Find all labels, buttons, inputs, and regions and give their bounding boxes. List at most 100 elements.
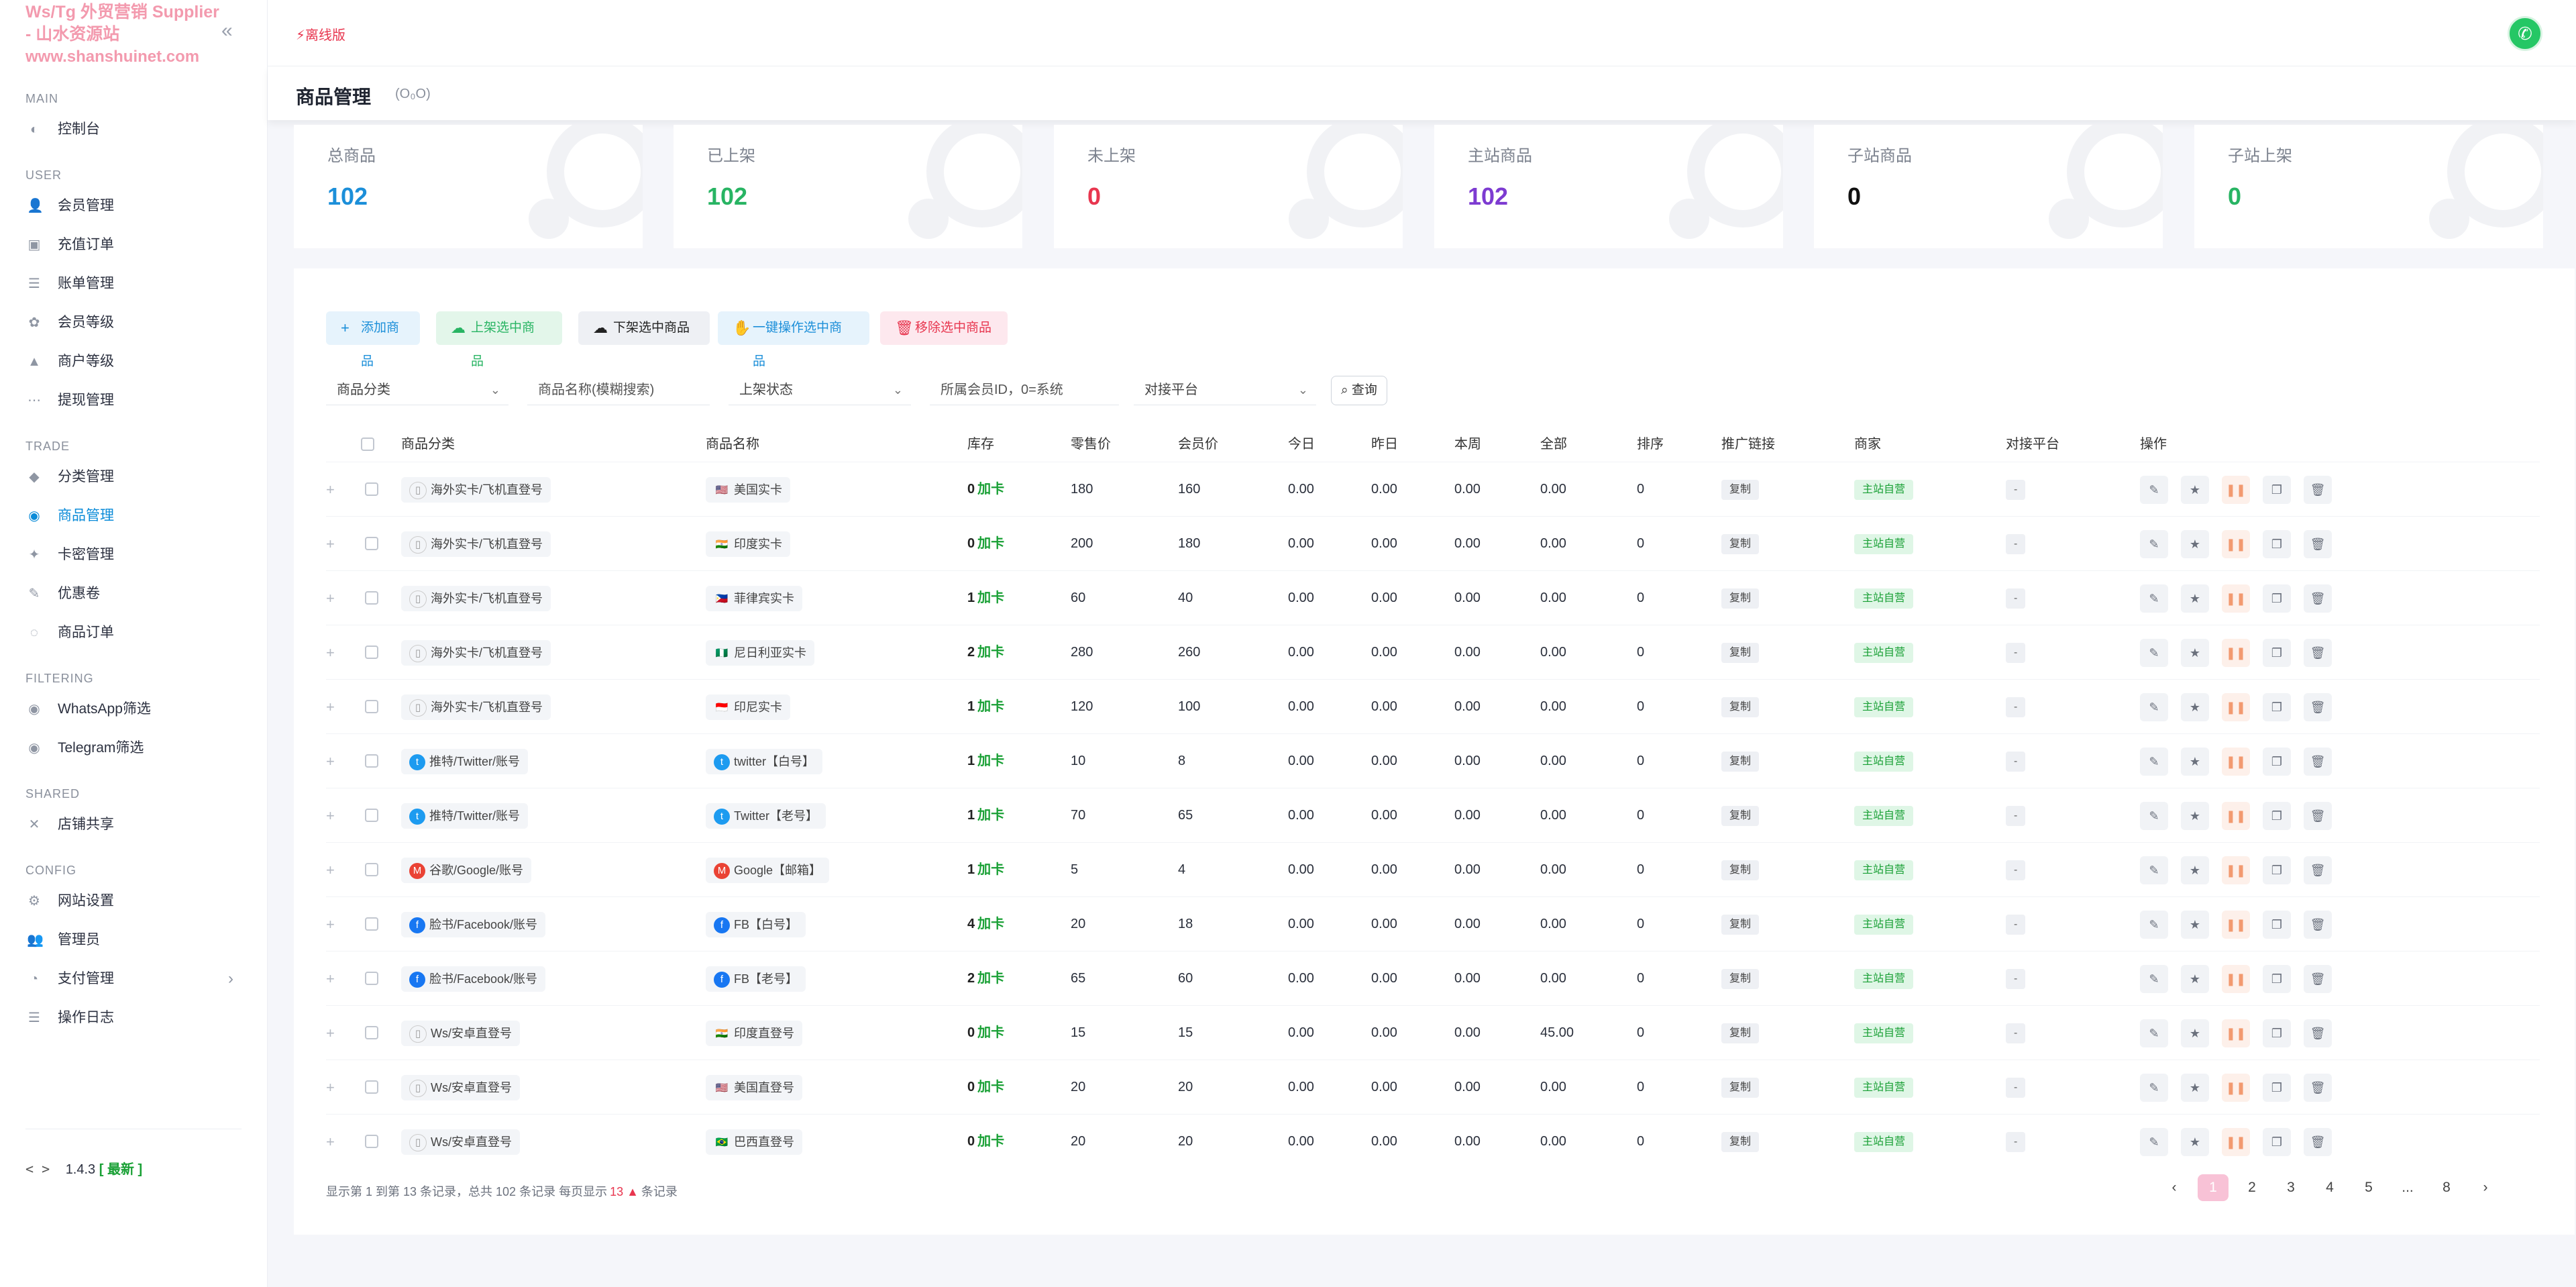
sidebar-item[interactable]: ◌ 商品订单 [0, 613, 267, 652]
sidebar-item[interactable]: ⋯ 提现管理 [0, 381, 267, 420]
add-card-link[interactable]: 加卡 [977, 754, 1005, 768]
add-card-link[interactable]: 加卡 [977, 1025, 1005, 1040]
edit-icon[interactable]: ✎ [2140, 1128, 2168, 1156]
trash-icon[interactable]: 🗑 [2304, 476, 2332, 504]
sidebar-item[interactable]: ◉ Telegram筛选 [0, 729, 267, 768]
edit-icon[interactable]: ✎ [2140, 584, 2168, 613]
add-card-link[interactable]: 加卡 [977, 971, 1005, 986]
copy-link-button[interactable]: 复制 [1721, 914, 1760, 935]
duplicate-icon[interactable]: ❐ [2263, 965, 2291, 993]
add-card-link[interactable]: 加卡 [977, 482, 1005, 497]
action-button[interactable]: ✋ 一键操作选中商品 [718, 311, 869, 368]
sidebar-item[interactable]: ◉ WhatsApp筛选 [0, 690, 267, 729]
sidebar-item[interactable]: ✕ 店铺共享 [0, 805, 267, 844]
sidebar-item[interactable]: 👥 管理员 [0, 921, 267, 960]
select-all-checkbox[interactable] [361, 437, 374, 451]
edit-icon[interactable]: ✎ [2140, 639, 2168, 667]
sidebar-item[interactable]: ☰ 操作日志 [0, 998, 267, 1037]
expand-row-icon[interactable]: + [326, 535, 335, 552]
star-icon[interactable]: ★ [2181, 1019, 2209, 1047]
row-checkbox[interactable] [365, 591, 378, 605]
sidebar-item[interactable]: ▲ 商户等级 [0, 342, 267, 381]
row-checkbox[interactable] [365, 754, 378, 768]
expand-row-icon[interactable]: + [326, 1025, 335, 1041]
pause-icon[interactable]: ❚❚ [2222, 584, 2250, 613]
per-page-select[interactable]: 13 ▲ [610, 1185, 639, 1198]
page-button[interactable]: 2 [2248, 1180, 2256, 1195]
edit-icon[interactable]: ✎ [2140, 911, 2168, 939]
star-icon[interactable]: ★ [2181, 584, 2209, 613]
next-page-button[interactable]: › [2483, 1180, 2488, 1195]
edit-icon[interactable]: ✎ [2140, 476, 2168, 504]
expand-row-icon[interactable]: + [326, 644, 335, 661]
copy-link-button[interactable]: 复制 [1721, 805, 1760, 826]
user-avatar[interactable]: ✆ [2508, 16, 2542, 51]
action-button[interactable]: ☁ 下架选中商品 [578, 311, 710, 345]
sidebar-item[interactable]: ⚙ 网站设置 [0, 882, 267, 921]
status-filter-select[interactable]: 上架状态 ⌄ [729, 374, 911, 405]
edit-icon[interactable]: ✎ [2140, 1074, 2168, 1102]
duplicate-icon[interactable]: ❐ [2263, 856, 2291, 884]
edit-icon[interactable]: ✎ [2140, 530, 2168, 558]
trash-icon[interactable]: 🗑 [2304, 693, 2332, 721]
row-checkbox[interactable] [365, 537, 378, 550]
pause-icon[interactable]: ❚❚ [2222, 748, 2250, 776]
star-icon[interactable]: ★ [2181, 965, 2209, 993]
row-checkbox[interactable] [365, 1026, 378, 1039]
row-checkbox[interactable] [365, 917, 378, 931]
star-icon[interactable]: ★ [2181, 748, 2209, 776]
pause-icon[interactable]: ❚❚ [2222, 639, 2250, 667]
star-icon[interactable]: ★ [2181, 911, 2209, 939]
page-button[interactable]: 1 [2198, 1174, 2229, 1201]
star-icon[interactable]: ★ [2181, 639, 2209, 667]
query-button[interactable]: ⌕ 查询 [1331, 376, 1387, 405]
row-checkbox[interactable] [365, 482, 378, 496]
duplicate-icon[interactable]: ❐ [2263, 802, 2291, 830]
row-checkbox[interactable] [365, 1135, 378, 1148]
pause-icon[interactable]: ❚❚ [2222, 530, 2250, 558]
row-checkbox[interactable] [365, 809, 378, 822]
page-button[interactable]: 3 [2287, 1180, 2295, 1195]
sidebar-item[interactable]: ▣ 充值订单 [0, 225, 267, 264]
sidebar-item[interactable]: ☰ 账单管理 [0, 264, 267, 303]
pause-icon[interactable]: ❚❚ [2222, 1019, 2250, 1047]
star-icon[interactable]: ★ [2181, 476, 2209, 504]
add-card-link[interactable]: 加卡 [977, 590, 1005, 605]
expand-row-icon[interactable]: + [326, 862, 335, 878]
trash-icon[interactable]: 🗑 [2304, 965, 2332, 993]
copy-link-button[interactable]: 复制 [1721, 642, 1760, 663]
sidebar-item[interactable]: 👤 会员管理 [0, 187, 267, 225]
edit-icon[interactable]: ✎ [2140, 856, 2168, 884]
trash-icon[interactable]: 🗑 [2304, 1019, 2332, 1047]
duplicate-icon[interactable]: ❐ [2263, 748, 2291, 776]
add-card-link[interactable]: 加卡 [977, 699, 1005, 714]
duplicate-icon[interactable]: ❐ [2263, 1019, 2291, 1047]
row-checkbox[interactable] [365, 646, 378, 659]
sidebar-item[interactable]: ◔ 支付管理 › [0, 960, 267, 998]
expand-row-icon[interactable]: + [326, 699, 335, 715]
pause-icon[interactable]: ❚❚ [2222, 1128, 2250, 1156]
add-card-link[interactable]: 加卡 [977, 917, 1005, 931]
copy-link-button[interactable]: 复制 [1721, 1023, 1760, 1043]
copy-link-button[interactable]: 复制 [1721, 533, 1760, 554]
trash-icon[interactable]: 🗑 [2304, 802, 2332, 830]
add-card-link[interactable]: 加卡 [977, 645, 1005, 660]
sidebar-item[interactable]: ✎ 优惠卷 [0, 574, 267, 613]
action-button[interactable]: + 添加商品 [326, 311, 420, 368]
trash-icon[interactable]: 🗑 [2304, 1074, 2332, 1102]
pause-icon[interactable]: ❚❚ [2222, 911, 2250, 939]
pause-icon[interactable]: ❚❚ [2222, 1074, 2250, 1102]
add-card-link[interactable]: 加卡 [977, 1080, 1005, 1094]
trash-icon[interactable]: 🗑 [2304, 1128, 2332, 1156]
copy-link-button[interactable]: 复制 [1721, 751, 1760, 772]
star-icon[interactable]: ★ [2181, 856, 2209, 884]
trash-icon[interactable]: 🗑 [2304, 911, 2332, 939]
expand-row-icon[interactable]: + [326, 1079, 335, 1096]
duplicate-icon[interactable]: ❐ [2263, 639, 2291, 667]
star-icon[interactable]: ★ [2181, 530, 2209, 558]
expand-row-icon[interactable]: + [326, 753, 335, 770]
add-card-link[interactable]: 加卡 [977, 536, 1005, 551]
duplicate-icon[interactable]: ❐ [2263, 1128, 2291, 1156]
platform-filter-select[interactable]: 对接平台 ⌄ [1134, 374, 1316, 405]
pause-icon[interactable]: ❚❚ [2222, 965, 2250, 993]
